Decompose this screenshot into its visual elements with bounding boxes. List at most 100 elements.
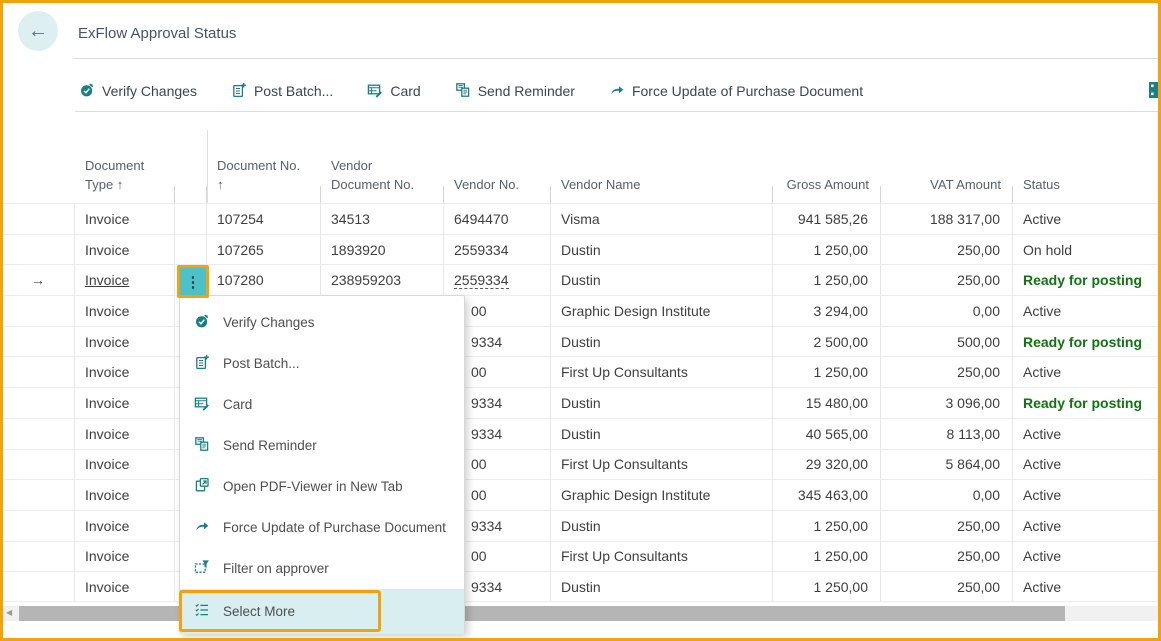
- cell-vat[interactable]: 250,00: [881, 357, 1013, 388]
- cell-doc-type[interactable]: Invoice: [75, 480, 175, 510]
- cell-doc-type[interactable]: Invoice: [75, 388, 175, 418]
- cell-vat[interactable]: 188 317,00: [881, 204, 1013, 234]
- cell-doc-type[interactable]: Invoice: [75, 357, 175, 388]
- scrollbar-thumb[interactable]: [19, 606, 1065, 621]
- toolbar-item-post-batch[interactable]: Post Batch...: [231, 82, 333, 101]
- cell-gross[interactable]: 29 320,00: [773, 449, 881, 480]
- column-header-document-type[interactable]: Document Type ↑: [75, 125, 175, 203]
- cell-vendor-name[interactable]: First Up Consultants: [551, 541, 773, 572]
- cell-gross[interactable]: 15 480,00: [773, 388, 881, 418]
- cell-vendor-no[interactable]: 9334: [444, 572, 551, 601]
- cell-gross[interactable]: 1 250,00: [773, 572, 881, 601]
- cell-doc-type[interactable]: Invoice: [75, 326, 175, 357]
- cell-vendor-no[interactable]: 00: [444, 296, 551, 326]
- column-header-vat-amount[interactable]: VAT Amount: [881, 125, 1013, 203]
- cell-status[interactable]: Active: [1013, 572, 1158, 601]
- cell-vat[interactable]: 0,00: [881, 480, 1013, 510]
- cell-doc-no[interactable]: 107280: [207, 265, 321, 296]
- cell-doc-type[interactable]: Invoice: [75, 541, 175, 572]
- cell-vendor-no[interactable]: 00: [444, 480, 551, 510]
- cell-status[interactable]: Ready for posting: [1013, 388, 1158, 418]
- cell-vendor-name[interactable]: First Up Consultants: [551, 357, 773, 388]
- cell-vendor-name[interactable]: Dustin: [551, 418, 773, 449]
- context-menu-item-card[interactable]: Card: [180, 384, 464, 425]
- cell-vat[interactable]: 500,00: [881, 326, 1013, 357]
- cell-doc-type[interactable]: Invoice: [75, 204, 175, 234]
- toolbar-item-card[interactable]: Card: [367, 82, 421, 101]
- cell-vendor-name[interactable]: Dustin: [551, 326, 773, 357]
- cell-status[interactable]: Active: [1013, 450, 1158, 480]
- column-header-document-no[interactable]: Document No. ↑: [207, 125, 321, 203]
- cell-vendor-name[interactable]: Graphic Design Institute: [551, 480, 773, 510]
- cell-vat[interactable]: 250,00: [881, 265, 1013, 296]
- row-actions-menu-button[interactable]: ⋮: [177, 265, 209, 298]
- cell-doc-type[interactable]: Invoice: [75, 572, 175, 601]
- cell-vendor-name[interactable]: Graphic Design Institute: [551, 296, 773, 326]
- cell-vendor-no[interactable]: 00: [444, 541, 551, 572]
- clipped-toolbar-icon[interactable]: [1149, 79, 1161, 101]
- context-menu-item-send-reminder[interactable]: Send Reminder: [180, 425, 464, 466]
- cell-gross[interactable]: 941 585,26: [773, 204, 881, 234]
- cell-status[interactable]: On hold: [1013, 235, 1158, 265]
- cell-status[interactable]: Active: [1013, 511, 1158, 541]
- column-header-vendor-no[interactable]: Vendor No.: [444, 125, 551, 203]
- cell-vat[interactable]: 8 113,00: [881, 418, 1013, 449]
- column-header-gross-amount[interactable]: Gross Amount: [773, 125, 881, 203]
- column-header-vendor-document-no[interactable]: Vendor Document No.: [321, 125, 444, 203]
- cell-vendor-no[interactable]: 9334: [444, 510, 551, 541]
- column-header-vendor-name[interactable]: Vendor Name: [551, 125, 773, 203]
- cell-gross[interactable]: 3 294,00: [773, 296, 881, 326]
- cell-vendor-no[interactable]: 6494470: [444, 204, 551, 234]
- cell-vendor-name[interactable]: Dustin: [551, 388, 773, 418]
- cell-vat[interactable]: 250,00: [881, 541, 1013, 572]
- cell-vendor-name[interactable]: Dustin: [551, 572, 773, 601]
- cell-vendor-doc-no[interactable]: 34513: [321, 204, 444, 234]
- cell-status[interactable]: Ready for posting: [1013, 327, 1158, 357]
- context-menu-item-post-batch[interactable]: Post Batch...: [180, 343, 464, 384]
- cell-vendor-name[interactable]: Dustin: [551, 234, 773, 265]
- scroll-left-arrow-icon[interactable]: ◀: [6, 608, 13, 617]
- cell-vendor-no[interactable]: 2559334: [444, 234, 551, 265]
- cell-vat[interactable]: 3 096,00: [881, 388, 1013, 418]
- cell-vendor-name[interactable]: Visma: [551, 204, 773, 234]
- cell-gross[interactable]: 1 250,00: [773, 265, 881, 296]
- cell-doc-type[interactable]: Invoice: [75, 449, 175, 480]
- cell-vendor-name[interactable]: Dustin: [551, 510, 773, 541]
- cell-vat[interactable]: 0,00: [881, 296, 1013, 326]
- cell-vendor-no[interactable]: 9334: [444, 418, 551, 449]
- cell-vendor-no[interactable]: 2559334: [444, 265, 551, 296]
- cell-status[interactable]: Active: [1013, 419, 1158, 449]
- cell-doc-type[interactable]: Invoice: [75, 296, 175, 326]
- cell-gross[interactable]: 1 250,00: [773, 234, 881, 265]
- cell-status[interactable]: Active: [1013, 296, 1158, 326]
- cell-gross[interactable]: 40 565,00: [773, 418, 881, 449]
- cell-doc-type[interactable]: Invoice: [75, 510, 175, 541]
- cell-gross[interactable]: 2 500,00: [773, 326, 881, 357]
- cell-status[interactable]: Active: [1013, 357, 1158, 387]
- context-menu-item-select-more[interactable]: Select More: [179, 589, 464, 634]
- cell-vat[interactable]: 250,00: [881, 572, 1013, 601]
- horizontal-scrollbar[interactable]: ◀: [3, 606, 1158, 621]
- cell-vendor-no[interactable]: 00: [444, 449, 551, 480]
- cell-status[interactable]: Ready for posting: [1013, 265, 1158, 295]
- cell-vendor-doc-no[interactable]: 238959203: [321, 265, 444, 296]
- context-menu-item-filter-on-approver[interactable]: Filter on approver: [180, 548, 464, 589]
- cell-vat[interactable]: 250,00: [881, 510, 1013, 541]
- toolbar-item-send-reminder[interactable]: Send Reminder: [455, 82, 575, 101]
- cell-gross[interactable]: 1 250,00: [773, 541, 881, 572]
- context-menu-item-verify-changes[interactable]: Verify Changes: [180, 302, 464, 343]
- cell-vat[interactable]: 5 864,00: [881, 449, 1013, 480]
- cell-vendor-no[interactable]: 9334: [444, 388, 551, 418]
- cell-doc-no[interactable]: 107265: [207, 234, 321, 265]
- cell-vendor-doc-no[interactable]: 1893920: [321, 234, 444, 265]
- cell-vendor-name[interactable]: Dustin: [551, 265, 773, 296]
- cell-gross[interactable]: 1 250,00: [773, 357, 881, 388]
- column-header-status[interactable]: Status: [1013, 125, 1158, 203]
- context-menu-item-open-pdf-viewer-in-new-tab[interactable]: Open PDF-Viewer in New Tab: [180, 466, 464, 507]
- cell-doc-type[interactable]: Invoice: [75, 265, 175, 296]
- cell-doc-no[interactable]: 107254: [207, 204, 321, 234]
- cell-vat[interactable]: 250,00: [881, 234, 1013, 265]
- toolbar-item-force-update-of-purchase-document[interactable]: Force Update of Purchase Document: [609, 82, 863, 101]
- context-menu-item-force-update-of-purchase-document[interactable]: Force Update of Purchase Document: [180, 507, 464, 548]
- cell-status[interactable]: Active: [1013, 204, 1158, 234]
